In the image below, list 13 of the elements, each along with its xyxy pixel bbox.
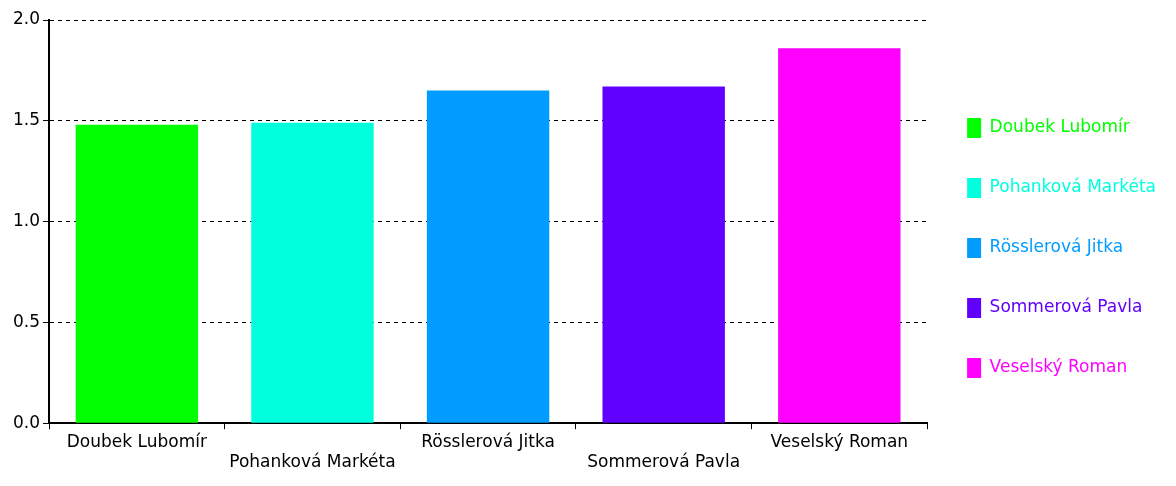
x-tick-label: Doubek Lubomír [66,430,207,451]
y-tick-label: 2.0 [12,8,41,29]
legend-label: Sommerová Pavla [989,296,1143,317]
legend-label: Veselský Roman [989,356,1128,377]
x-tick-label: Veselský Roman [770,430,909,451]
legend-label: Rösslerová Jitka [989,236,1124,257]
x-tick-label: Rösslerová Jitka [421,430,555,451]
legend-label: Doubek Lubomír [989,116,1130,137]
y-tick-label: 0.5 [12,310,41,331]
y-tick-label: 1.0 [12,210,41,231]
y-tick-label: 1.5 [12,109,41,130]
y-tick-label: 0.0 [12,411,41,432]
legend-label: Pohanková Markéta [989,176,1156,197]
